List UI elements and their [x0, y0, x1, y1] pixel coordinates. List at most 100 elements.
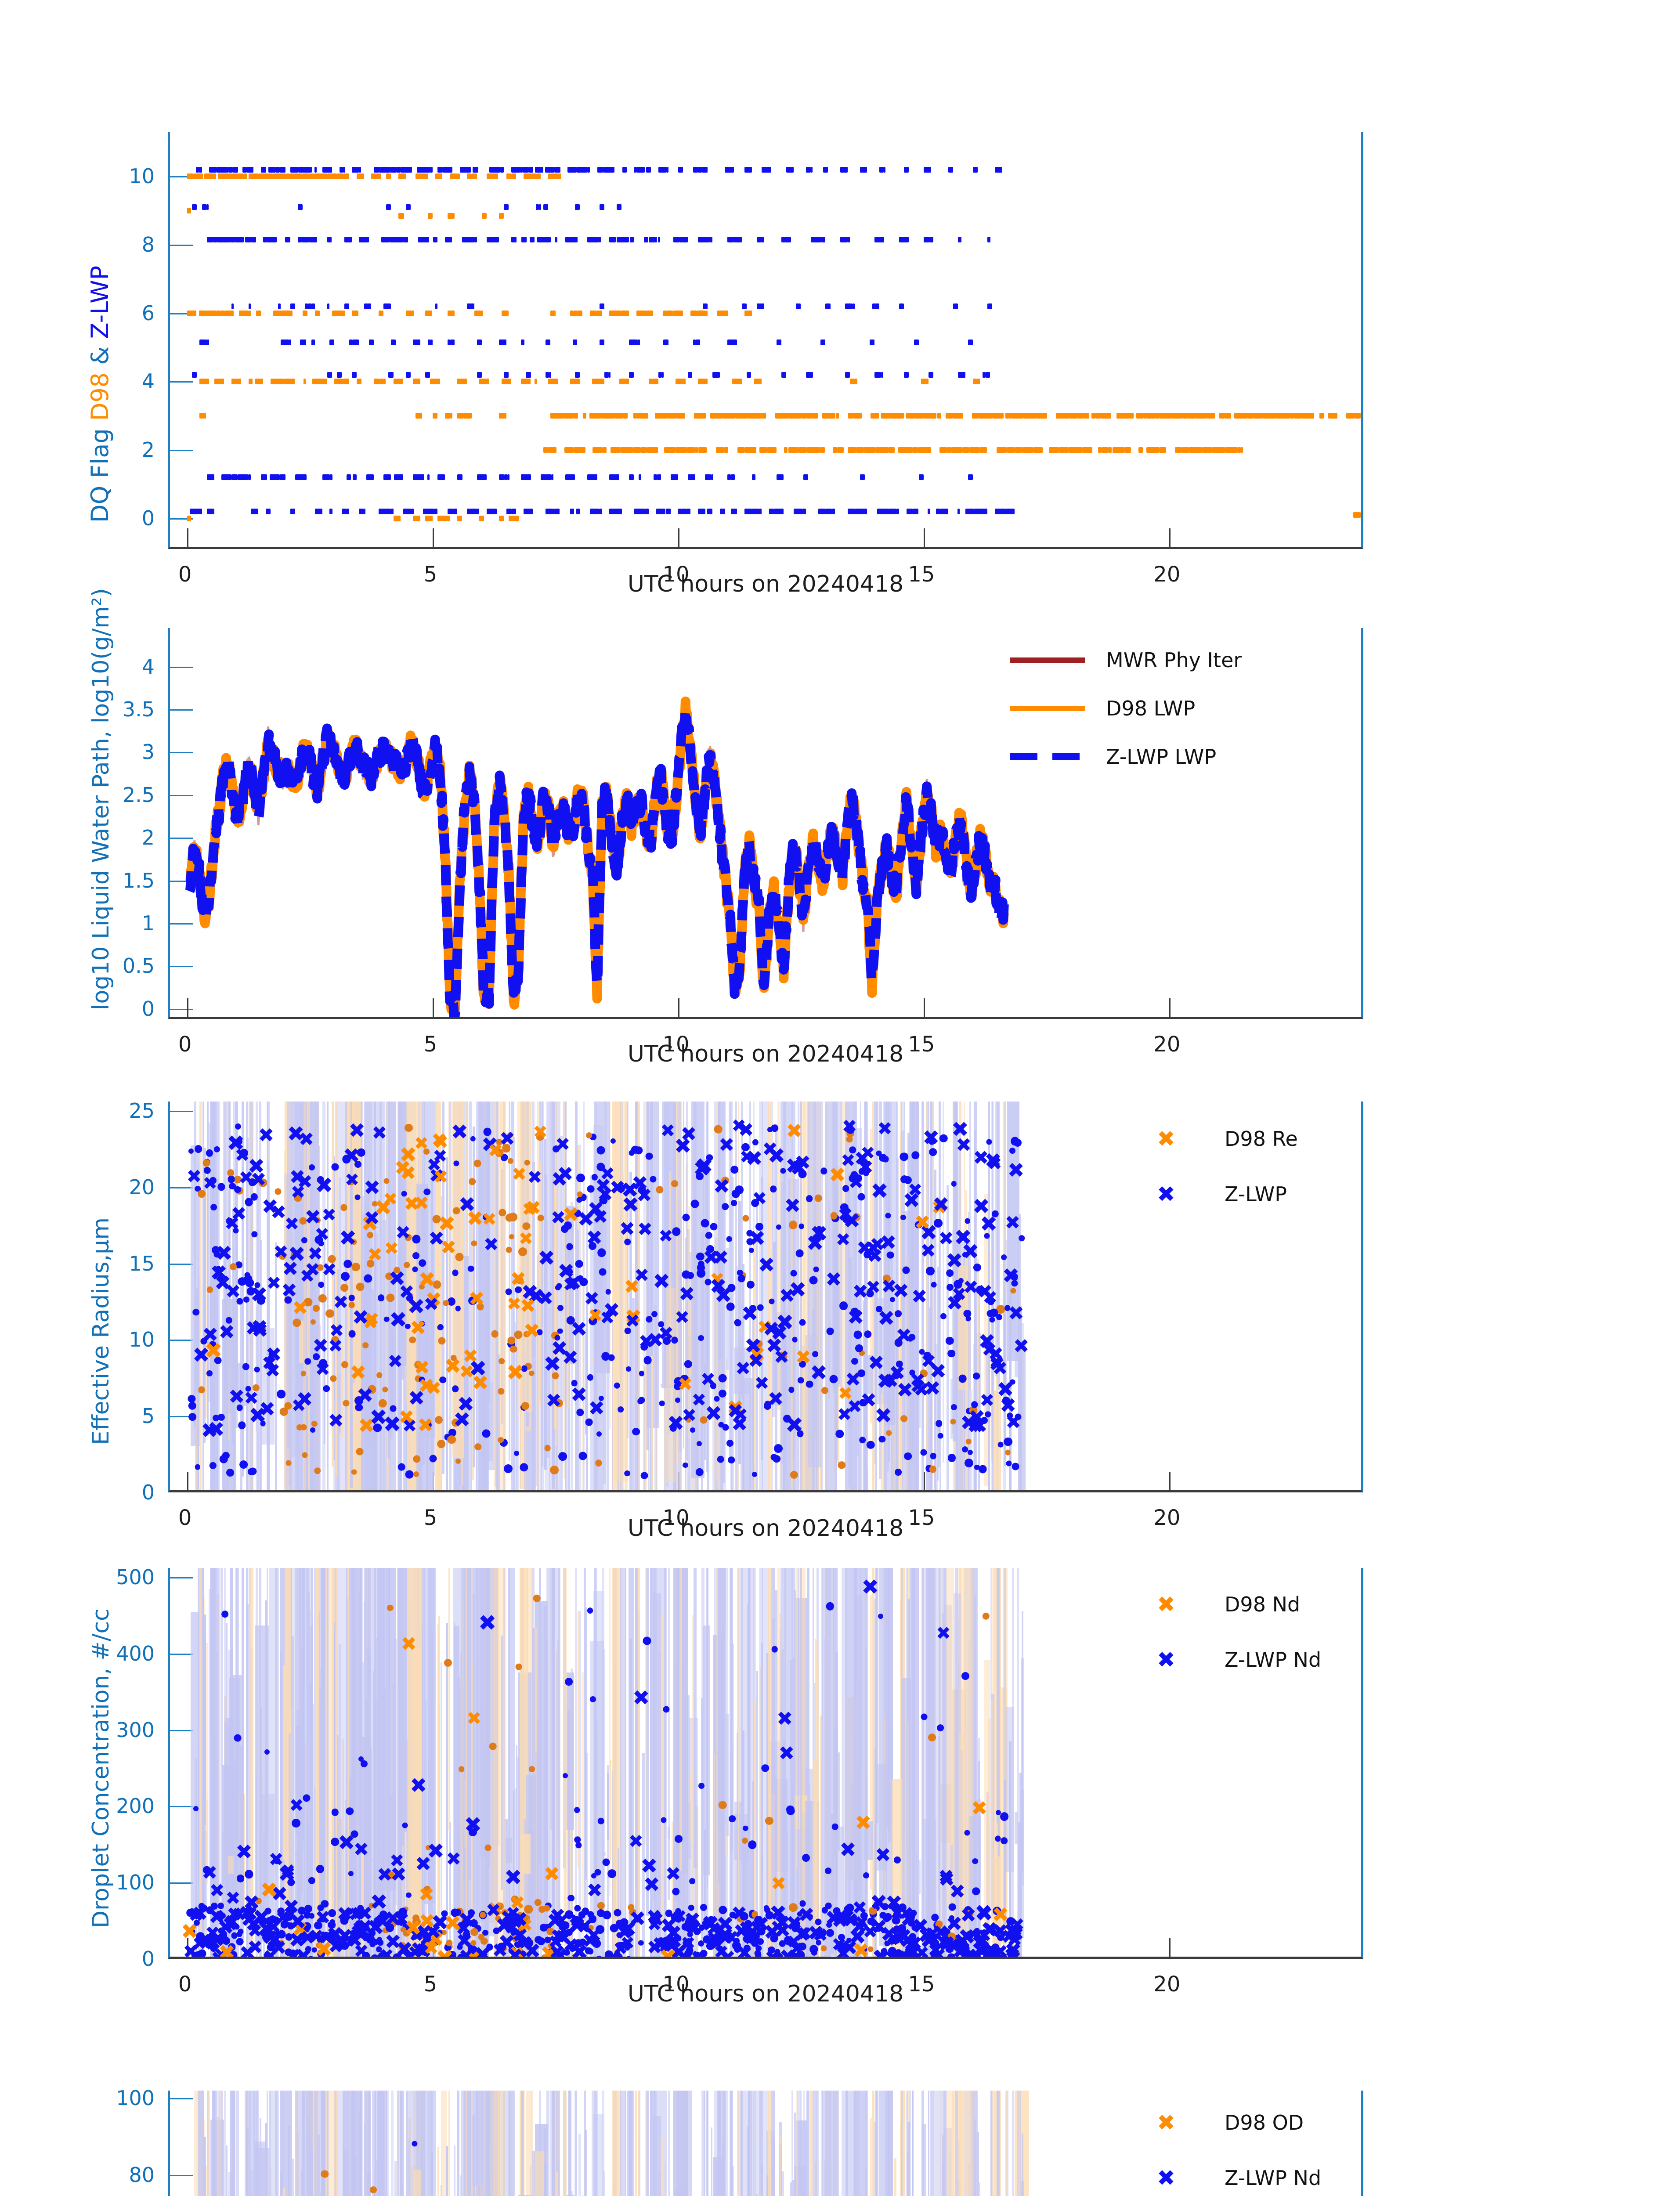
dq-flag-marker: [1015, 447, 1022, 453]
z-lwp-data-point: [851, 1358, 859, 1365]
z-lwp-data-point: [228, 1176, 235, 1183]
z-lwp-x-marker: ✖: [266, 1273, 282, 1294]
z-lwp-data-point: [284, 1296, 292, 1304]
d98-data-point: [477, 1303, 484, 1311]
legend-item[interactable]: MWR Phy Iter: [1010, 646, 1242, 675]
d98-x-marker: ✖: [350, 1361, 367, 1385]
d98-data-point: [280, 1407, 288, 1416]
legend-item[interactable]: D98 LWP: [1010, 694, 1242, 723]
uncertainty-bar: [583, 2091, 586, 2196]
dq-flag-marker: [390, 509, 394, 515]
dq-flag-marker: [600, 339, 605, 345]
z-lwp-x-marker: ✖: [963, 1276, 979, 1299]
z-lwp-x-marker: ✖: [1005, 1412, 1022, 1434]
z-lwp-data-point: [318, 1240, 324, 1246]
dq-flag-marker: [192, 372, 197, 378]
z-lwp-data-point: [1001, 1837, 1008, 1844]
uncertainty-bar: [228, 1856, 234, 1874]
z-lwp-data-point: [690, 1199, 699, 1208]
dq-flag-marker: [676, 447, 687, 453]
z-lwp-data-point: [853, 1330, 862, 1339]
uncertainty-bar: [438, 1615, 441, 1957]
z-lwp-x-marker: ✖: [619, 1917, 637, 1942]
y-tick-label: 25: [129, 1098, 155, 1123]
d98-x-marker: ✖: [521, 1199, 537, 1220]
dq-flag-marker: [854, 413, 862, 419]
z-lwp-data-point: [194, 1145, 202, 1153]
z-lwp-data-point: [926, 1267, 935, 1276]
z-lwp-x-marker: ✖: [224, 1213, 240, 1235]
uncertainty-bar: [676, 2091, 688, 2196]
dq-flag-marker: [810, 166, 813, 173]
uncertainty-bar: [946, 2091, 954, 2196]
dq-flag-marker: [346, 509, 349, 515]
uncertainty-bar: [756, 2193, 759, 2196]
z-lwp-x-marker: ✖: [570, 1383, 588, 1407]
dq-flag-marker: [225, 310, 234, 316]
z-lwp-x-marker: ✖: [896, 1324, 912, 1347]
dq-flag-marker: [275, 379, 284, 385]
dq-flag-marker: [1225, 413, 1232, 419]
uncertainty-bar: [398, 2091, 402, 2196]
uncertainty-bar: [1021, 1341, 1026, 1490]
z-lwp-x-marker: ✖: [931, 1944, 947, 1959]
z-lwp-x-marker: ✖: [527, 1167, 542, 1188]
uncertainty-bar: [812, 1760, 818, 1923]
uncertainty-bar: [535, 1286, 538, 1487]
dq-flag-marker: [645, 509, 649, 515]
dq-flag-marker: [965, 509, 974, 515]
dq-flag-marker: [570, 310, 574, 316]
z-lwp-data-point: [857, 1193, 865, 1201]
z-lwp-data-point: [574, 1807, 580, 1813]
dq-flag-marker: [958, 372, 965, 378]
dq-flag-marker: [221, 474, 231, 480]
z-lwp-x-marker: ✖: [372, 1122, 387, 1144]
uncertainty-bar: [1019, 2091, 1021, 2196]
uncertainty-bar: [473, 1593, 475, 1934]
d98-x-marker: ✖: [181, 1919, 199, 1944]
dq-flag-marker: [1048, 447, 1059, 453]
dq-flag-marker: [995, 509, 1006, 515]
dq-flag-marker: [314, 310, 320, 316]
uncertainty-bar: [476, 2091, 489, 2196]
uncertainty-bar: [661, 1383, 663, 1387]
dq-flag-marker: [697, 310, 706, 316]
dq-flag-marker: [216, 166, 229, 173]
z-lwp-data-point: [973, 1263, 982, 1271]
dq-flag-marker: [793, 509, 802, 515]
d98-data-point: [969, 1406, 978, 1415]
dq-flag-marker: [343, 166, 346, 173]
dq-flag-marker: [523, 509, 533, 515]
legend-item[interactable]: ✖ Z-LWP: [1129, 1180, 1298, 1209]
dq-flag-marker: [199, 166, 202, 173]
legend-item[interactable]: ✖ Z-LWP Nd: [1129, 1645, 1321, 1674]
dq-flag-marker: [609, 509, 622, 515]
z-lwp-x-marker: ✖: [965, 1946, 982, 1959]
legend-item[interactable]: ✖ D98 Re: [1129, 1124, 1298, 1153]
z-lwp-data-point: [235, 1123, 242, 1130]
dq-flag-marker: [648, 379, 653, 385]
dq-flag-marker: [344, 303, 349, 310]
dq-flag-marker: [504, 204, 509, 210]
dq-flag-marker: [676, 413, 686, 419]
dq-flag-marker: [267, 237, 277, 243]
legend-item[interactable]: ✖ D98 Nd: [1129, 1590, 1321, 1619]
uncertainty-bar: [518, 1299, 521, 1378]
dq-flag-marker: [206, 204, 209, 210]
legend-item[interactable]: Z-LWP LWP: [1010, 742, 1242, 771]
z-lwp-x-marker: ✖: [258, 1124, 275, 1147]
uncertainty-bar: [446, 1157, 448, 1490]
z-lwp-data-point: [832, 1823, 838, 1830]
z-lwp-x-marker: ✖: [845, 1368, 861, 1391]
z-lwp-x-marker: ✖: [714, 1283, 733, 1308]
dq-flag-marker: [413, 339, 421, 345]
dq-flag-marker: [582, 413, 587, 419]
uncertainty-bar: [748, 1102, 751, 1490]
z-lwp-x-marker: ✖: [348, 1119, 365, 1143]
z-lwp-x-marker: ✖: [636, 1185, 652, 1207]
z-lwp-data-point: [596, 1162, 605, 1171]
z-lwp-x-marker: ✖: [270, 1936, 287, 1959]
dq-flag-marker: [386, 173, 391, 180]
dq-flag-marker: [668, 413, 676, 419]
dq-flag-marker: [314, 166, 317, 173]
